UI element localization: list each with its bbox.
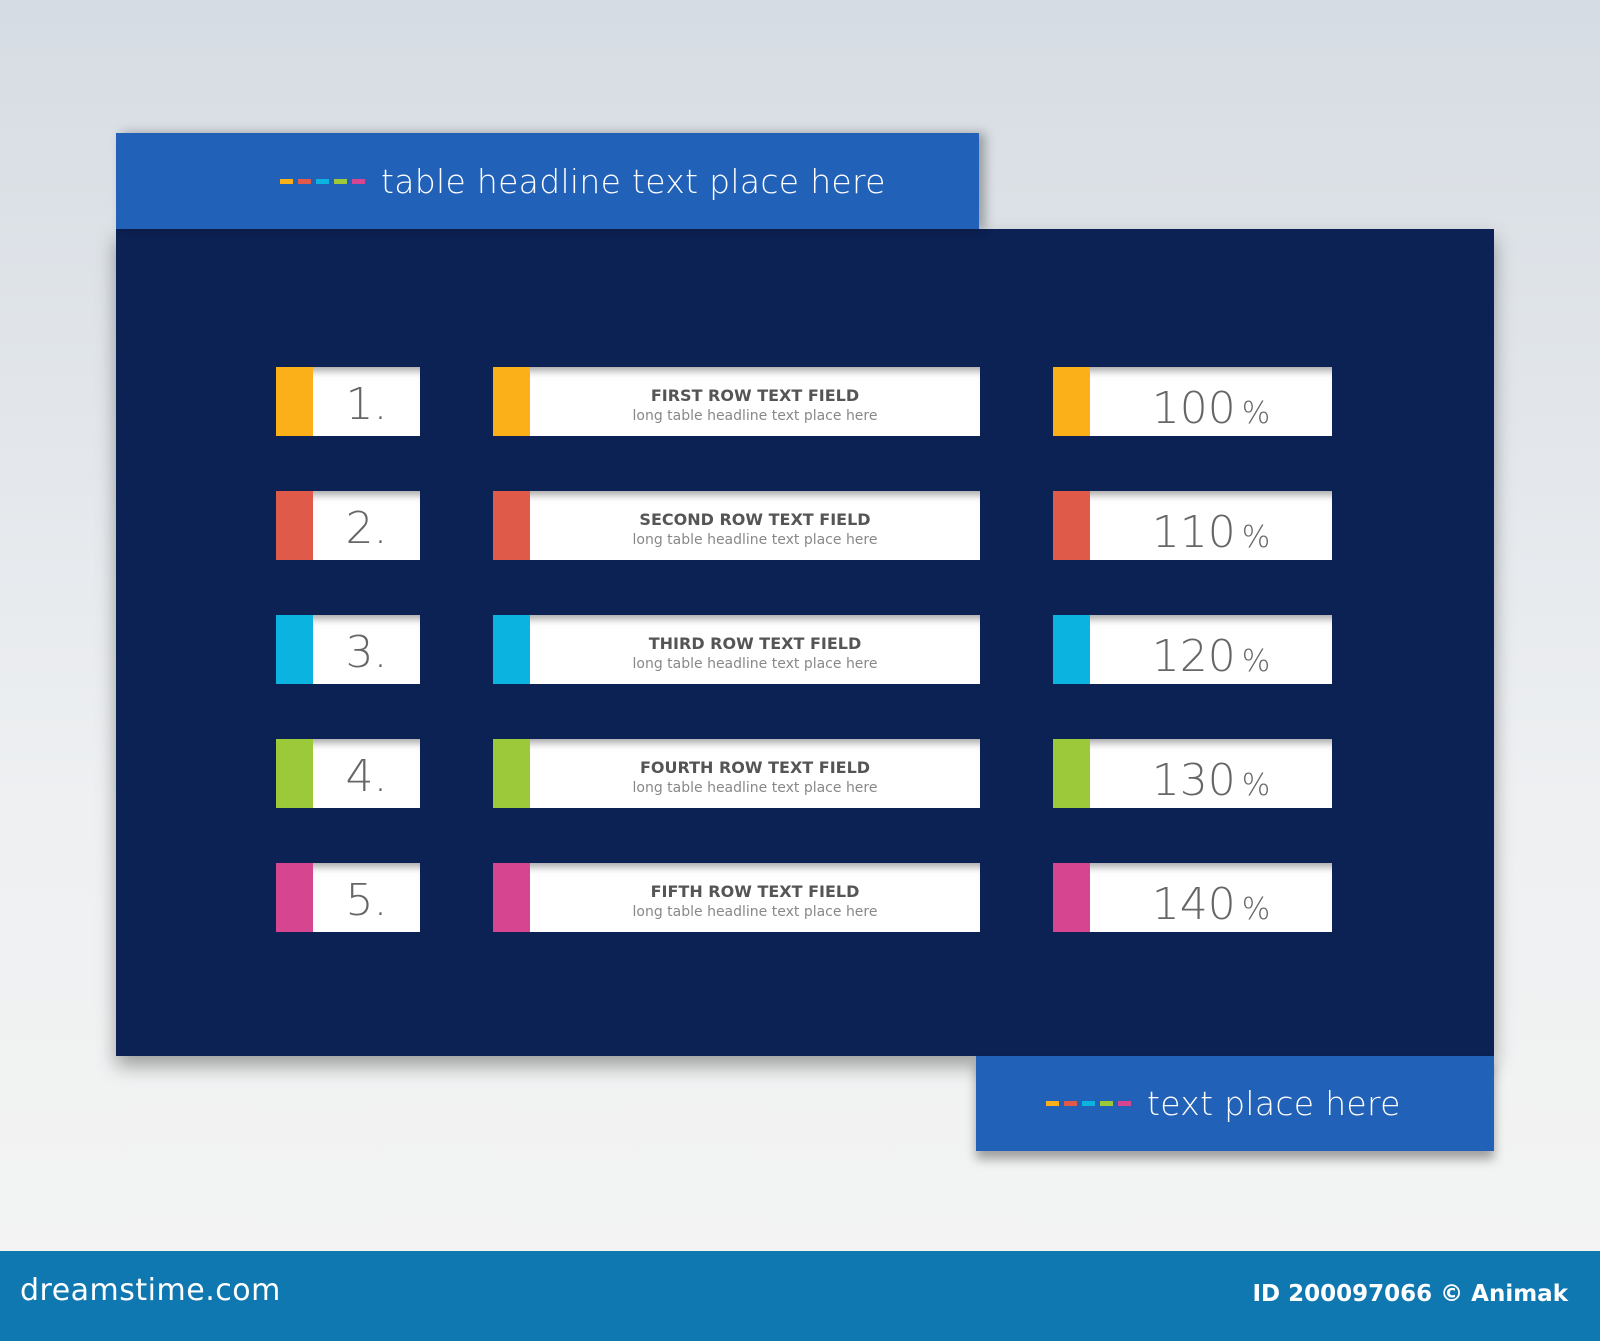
color-stripe — [276, 739, 313, 808]
row-number-cell: 5. — [276, 863, 420, 932]
color-stripe — [1053, 367, 1090, 436]
row-unit: % — [1241, 768, 1271, 803]
row-title: FIRST ROW TEXT FIELD — [650, 385, 860, 405]
dash — [1100, 1101, 1113, 1106]
row-value: 100 — [1151, 383, 1236, 434]
row-number: 3. — [345, 627, 388, 678]
dash — [1118, 1101, 1131, 1106]
row-value: 110 — [1151, 507, 1236, 558]
image-credit: ID 200097066 © Animak — [1252, 1281, 1568, 1307]
row-title: FIFTH ROW TEXT FIELD — [650, 881, 860, 901]
color-stripe — [276, 491, 313, 560]
watermark-bar: dreamstime.com ID 200097066 © Animak — [0, 1251, 1600, 1341]
color-stripe — [276, 863, 313, 932]
row-number: 1. — [345, 379, 388, 430]
color-stripe — [1053, 491, 1090, 560]
color-stripe — [493, 863, 530, 932]
row-percent-cell: 110% — [1053, 491, 1332, 560]
row-value: 140 — [1151, 879, 1236, 930]
row-unit: % — [1241, 520, 1271, 555]
row-subtitle: long table headline text place here — [632, 903, 878, 920]
row-text-cell: SECOND ROW TEXT FIELD long table headline… — [493, 491, 980, 560]
row-text-cell: THIRD ROW TEXT FIELD long table headline … — [493, 615, 980, 684]
dash — [298, 178, 311, 184]
row-subtitle: long table headline text place here — [632, 407, 878, 424]
row-percent-cell: 120% — [1053, 615, 1332, 684]
row-percent-cell: 140% — [1053, 863, 1332, 932]
dreamstime-logo: dreamstime.com — [20, 1273, 281, 1308]
row-title: SECOND ROW TEXT FIELD — [639, 509, 871, 529]
row-number-cell: 2. — [276, 491, 420, 560]
color-stripe — [276, 367, 313, 436]
color-stripe — [493, 615, 530, 684]
row-unit: % — [1241, 892, 1271, 927]
dash — [1046, 1101, 1059, 1106]
color-stripe — [493, 367, 530, 436]
row-value: 130 — [1151, 755, 1236, 806]
dash — [334, 178, 347, 184]
row-subtitle: long table headline text place here — [632, 779, 878, 796]
row-subtitle: long table headline text place here — [632, 531, 878, 548]
row-text-cell: FOURTH ROW TEXT FIELD long table headline… — [493, 739, 980, 808]
row-number: 4. — [345, 751, 388, 802]
color-dashes — [1046, 1101, 1131, 1106]
row-text-cell: FIRST ROW TEXT FIELD long table headline … — [493, 367, 980, 436]
dash — [352, 178, 365, 184]
row-title: THIRD ROW TEXT FIELD — [648, 633, 862, 653]
row-title: FOURTH ROW TEXT FIELD — [639, 757, 871, 777]
row-number-cell: 4. — [276, 739, 420, 808]
color-stripe — [493, 491, 530, 560]
dash — [316, 178, 329, 184]
table-header: table headline text place here — [116, 133, 979, 229]
header-title: table headline text place here — [381, 161, 886, 201]
color-stripe — [1053, 863, 1090, 932]
row-number-cell: 1. — [276, 367, 420, 436]
color-stripe — [493, 739, 530, 808]
color-dashes — [280, 178, 365, 184]
footer-text: text place here — [1147, 1084, 1401, 1123]
row-number: 2. — [345, 503, 388, 554]
dash — [280, 178, 293, 184]
row-subtitle: long table headline text place here — [632, 655, 878, 672]
row-number-cell: 3. — [276, 615, 420, 684]
color-stripe — [1053, 739, 1090, 808]
row-unit: % — [1241, 396, 1271, 431]
row-percent-cell: 100% — [1053, 367, 1332, 436]
row-percent-cell: 130% — [1053, 739, 1332, 808]
dash — [1082, 1101, 1095, 1106]
row-number: 5. — [345, 875, 388, 926]
color-stripe — [276, 615, 313, 684]
footer-box: text place here — [976, 1056, 1494, 1151]
row-text-cell: FIFTH ROW TEXT FIELD long table headline … — [493, 863, 980, 932]
color-stripe — [1053, 615, 1090, 684]
dash — [1064, 1101, 1077, 1106]
row-unit: % — [1241, 644, 1271, 679]
row-value: 120 — [1151, 631, 1236, 682]
